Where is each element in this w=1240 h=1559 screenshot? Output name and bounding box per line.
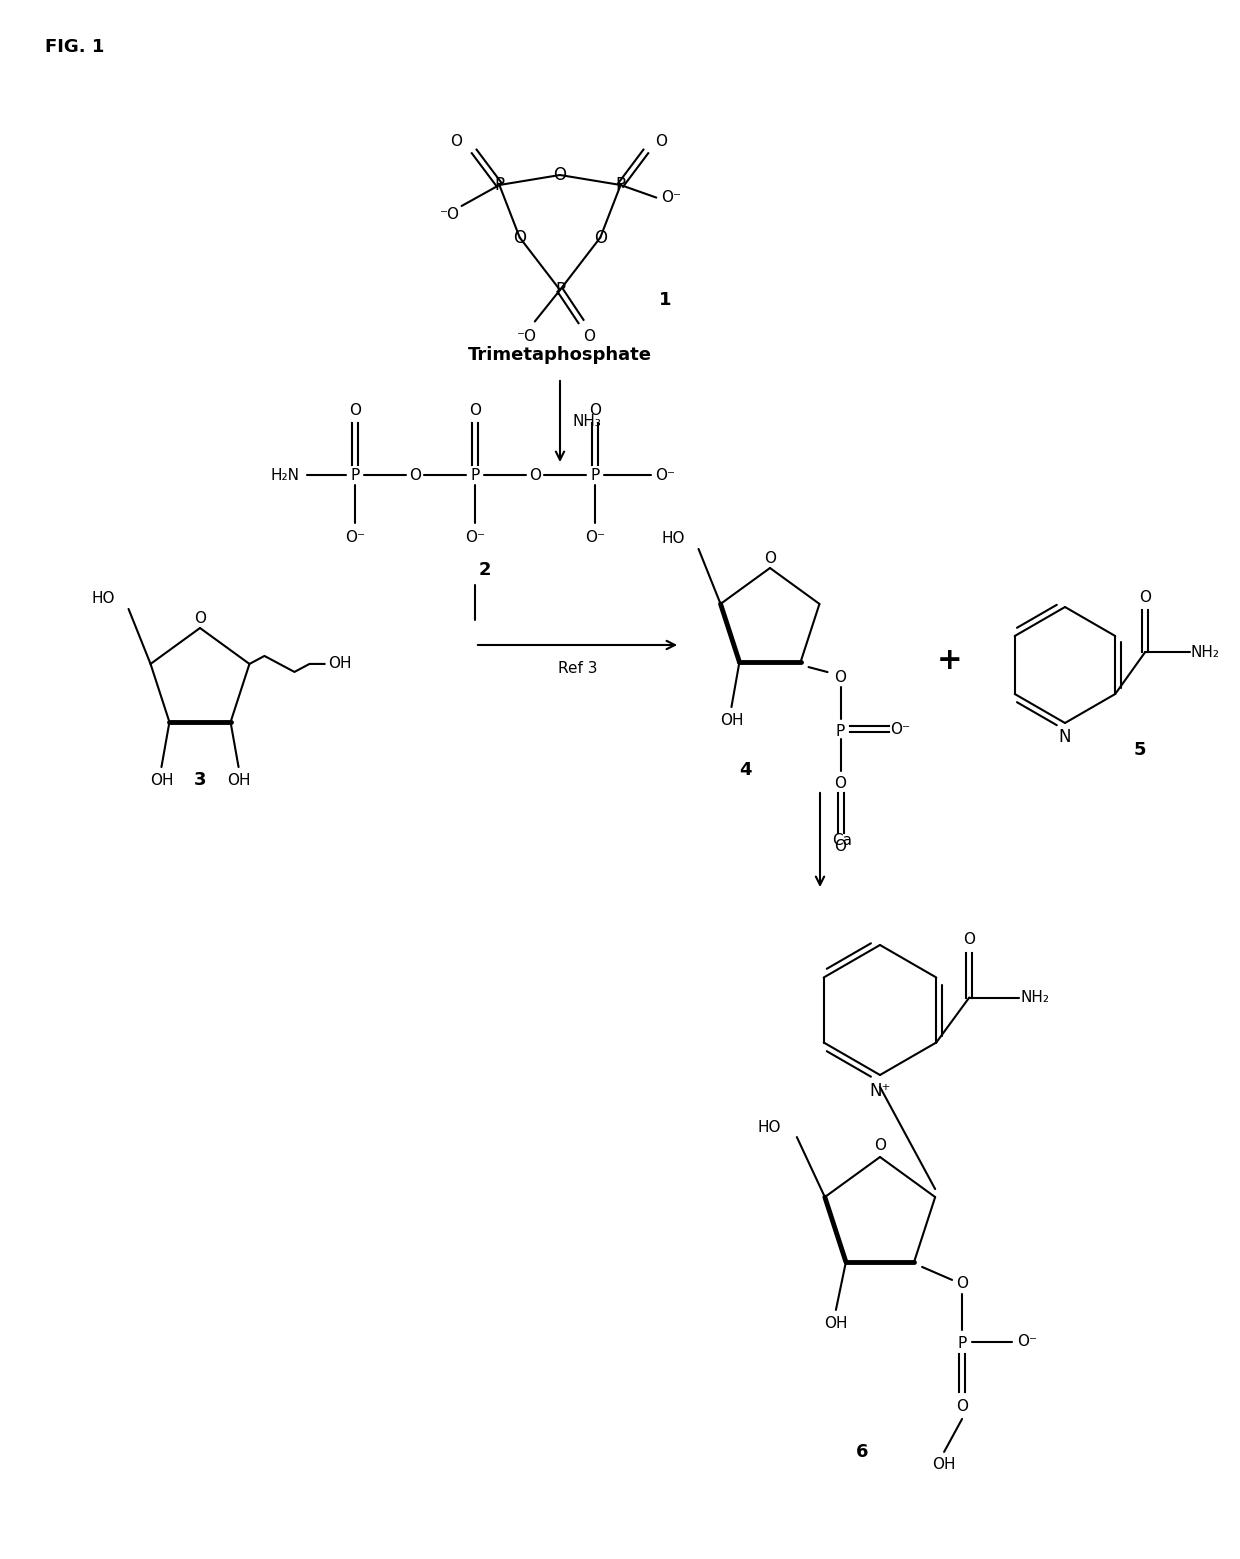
Text: O: O <box>956 1400 968 1414</box>
Text: P: P <box>495 176 505 193</box>
Text: O: O <box>513 229 526 246</box>
Text: H₂N: H₂N <box>270 468 300 482</box>
Text: O: O <box>655 134 667 150</box>
Text: P: P <box>615 176 626 193</box>
Text: HO: HO <box>662 532 686 547</box>
Text: ⁻O: ⁻O <box>439 206 460 221</box>
Text: OH: OH <box>719 712 743 728</box>
Text: 1: 1 <box>660 292 672 309</box>
Text: Trimetaphosphate: Trimetaphosphate <box>467 346 652 363</box>
Text: O: O <box>348 402 361 418</box>
Text: O: O <box>193 611 206 625</box>
Text: ⁻O: ⁻O <box>517 329 537 345</box>
Text: OH: OH <box>150 773 174 787</box>
Text: HO: HO <box>92 591 115 606</box>
Text: O: O <box>956 1277 968 1291</box>
Text: O: O <box>583 329 595 345</box>
Text: Ca: Ca <box>832 833 852 848</box>
Text: 6: 6 <box>856 1444 868 1461</box>
Text: O: O <box>1140 589 1151 605</box>
Text: O: O <box>529 468 541 482</box>
Text: N: N <box>1059 728 1071 747</box>
Text: P: P <box>957 1336 967 1352</box>
Text: O: O <box>469 402 481 418</box>
Text: O⁻: O⁻ <box>585 530 605 544</box>
Text: HO: HO <box>758 1119 781 1135</box>
Text: O: O <box>835 839 847 854</box>
Text: O⁻: O⁻ <box>1017 1335 1037 1350</box>
Text: O⁻: O⁻ <box>465 530 485 544</box>
Text: O: O <box>835 669 847 684</box>
Text: 3: 3 <box>193 772 206 789</box>
Text: P: P <box>351 468 360 482</box>
Text: OH: OH <box>932 1458 956 1472</box>
Text: O⁻: O⁻ <box>345 530 365 544</box>
Text: P: P <box>836 723 846 739</box>
Text: OH: OH <box>227 773 250 787</box>
Text: P: P <box>556 281 565 299</box>
Text: O: O <box>835 775 847 790</box>
Text: O⁻: O⁻ <box>655 468 675 482</box>
Text: OH: OH <box>327 656 351 672</box>
Text: O: O <box>553 165 567 184</box>
Text: P: P <box>470 468 480 482</box>
Text: 2: 2 <box>479 561 491 578</box>
Text: +: + <box>937 645 962 675</box>
Text: NH₂: NH₂ <box>1190 644 1220 659</box>
Text: NH₃: NH₃ <box>572 415 601 429</box>
Text: O: O <box>963 932 976 946</box>
Text: O: O <box>589 402 601 418</box>
Text: 4: 4 <box>739 761 751 780</box>
Text: O⁻: O⁻ <box>890 722 910 736</box>
Text: O: O <box>450 134 463 150</box>
Text: O: O <box>409 468 422 482</box>
Text: NH₂: NH₂ <box>1021 990 1050 1006</box>
Text: P: P <box>590 468 600 482</box>
Text: O⁻: O⁻ <box>661 190 681 206</box>
Text: O: O <box>764 550 776 566</box>
Text: N⁺: N⁺ <box>869 1082 890 1101</box>
Text: Ref 3: Ref 3 <box>558 661 598 675</box>
Text: FIG. 1: FIG. 1 <box>45 37 104 56</box>
Text: O: O <box>874 1138 887 1152</box>
Text: 5: 5 <box>1133 741 1146 759</box>
Text: O: O <box>594 229 606 246</box>
Text: OH: OH <box>825 1316 848 1331</box>
